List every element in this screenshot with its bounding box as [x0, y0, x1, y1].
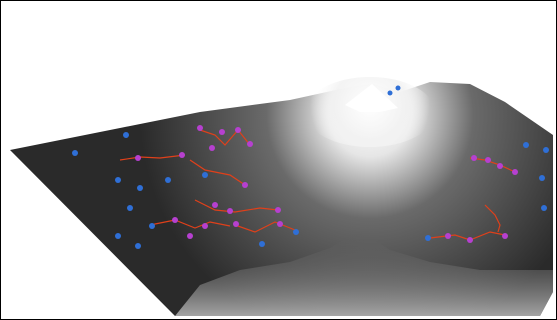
track [199, 129, 251, 146]
tracks [119, 129, 516, 241]
point [115, 233, 121, 239]
track [149, 219, 231, 229]
point [172, 217, 178, 223]
point [277, 221, 283, 227]
point [387, 90, 393, 96]
track [484, 204, 501, 233]
point [219, 129, 225, 135]
point [275, 207, 281, 213]
track [189, 159, 246, 186]
point [485, 157, 491, 163]
point [202, 223, 208, 229]
point [197, 125, 203, 131]
point [233, 221, 239, 227]
point [179, 152, 185, 158]
point [512, 169, 518, 175]
point [523, 142, 529, 148]
point [209, 145, 215, 151]
point [187, 233, 193, 239]
track [194, 199, 279, 213]
point [123, 132, 129, 138]
point [425, 235, 431, 241]
track [119, 154, 186, 161]
point [115, 177, 121, 183]
point [502, 233, 508, 239]
point [227, 208, 233, 214]
terrain [10, 82, 553, 316]
track [469, 157, 516, 173]
point [539, 175, 545, 181]
point [202, 172, 208, 178]
point [293, 229, 299, 235]
point [541, 205, 547, 211]
point [149, 223, 155, 229]
point [471, 155, 477, 161]
point [445, 233, 451, 239]
point [247, 141, 253, 147]
point [165, 177, 171, 183]
point [467, 237, 473, 243]
point [242, 182, 248, 188]
point [135, 155, 141, 161]
point [212, 202, 218, 208]
terrain-foothills [175, 230, 553, 316]
point [497, 163, 503, 169]
point [137, 185, 143, 191]
point [235, 127, 241, 133]
point [127, 205, 133, 211]
track [234, 221, 296, 233]
point [259, 241, 265, 247]
point [135, 243, 141, 249]
point [395, 85, 401, 91]
point [72, 150, 78, 156]
point [543, 147, 549, 153]
snow-cap [345, 84, 398, 112]
markers [72, 85, 549, 249]
